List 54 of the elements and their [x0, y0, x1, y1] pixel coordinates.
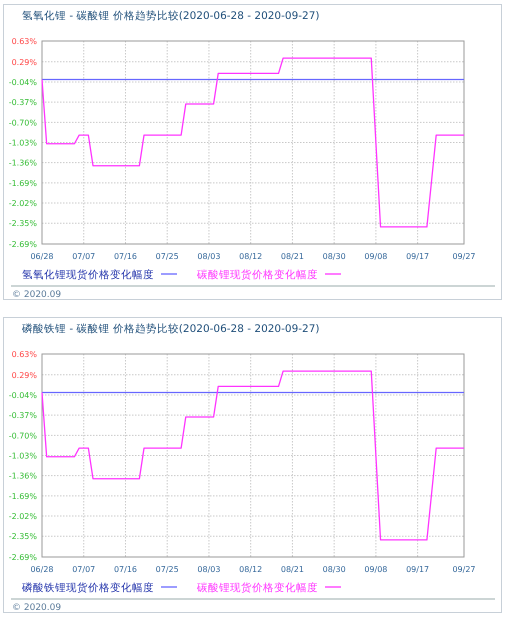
y-tick-label: -2.69%	[8, 240, 38, 249]
line-series	[41, 57, 465, 228]
x-tick-label: 08/12	[239, 252, 262, 261]
chart-title: 氢氧化锂 - 碳酸锂 价格趋势比较(2020-06-28 - 2020-09-27)	[22, 9, 320, 22]
x-tick-label: 08/03	[197, 252, 220, 261]
y-tick-label: -2.02%	[8, 199, 38, 208]
x-tick-label: 07/07	[72, 565, 96, 574]
text: © 2020.09	[12, 603, 62, 613]
x-tick-label: 08/30	[322, 565, 346, 574]
y-tick-label: -2.69%	[8, 553, 38, 562]
x-tick-label: 09/27	[452, 252, 476, 261]
y-tick-label: -0.70%	[8, 431, 38, 440]
legend-label: 氢氧化锂现货价格变化幅度	[22, 268, 154, 281]
text: © 2020.09	[12, 290, 62, 300]
y-tick-label: -1.36%	[8, 472, 38, 481]
x-tick-label: 09/08	[364, 252, 388, 261]
legend-label: 碳酸锂现货价格变化幅度	[196, 581, 318, 594]
x-tick-label: 07/16	[114, 565, 138, 574]
x-tick-label: 09/17	[406, 252, 430, 261]
x-tick-label: 09/27	[452, 565, 476, 574]
x-tick-label: 09/17	[406, 565, 430, 574]
line-series	[41, 370, 465, 541]
x-tick-label: 07/07	[72, 252, 96, 261]
y-tick-label: -2.35%	[8, 219, 38, 228]
y-tick-label: -2.02%	[8, 512, 38, 522]
x-tick-label: 09/08	[364, 565, 388, 574]
legend-label: 碳酸锂现货价格变化幅度	[196, 268, 318, 281]
y-tick-label: -0.37%	[8, 98, 38, 108]
y-tick-label: -2.35%	[8, 532, 38, 542]
y-tick-label: -1.03%	[8, 138, 38, 148]
x-tick-label: 08/12	[239, 565, 262, 574]
y-tick-label: 0.29%	[12, 58, 38, 67]
x-tick-label: 06/28	[30, 252, 54, 261]
y-tick-label: 0.63%	[12, 350, 38, 359]
x-tick-label: 07/25	[156, 252, 179, 261]
y-tick-label: -1.36%	[8, 158, 38, 168]
y-tick-label: -0.37%	[8, 411, 38, 420]
x-tick-label: 08/03	[197, 565, 220, 574]
y-tick-label: -1.03%	[8, 452, 38, 460]
x-tick-label: 07/16	[114, 252, 138, 261]
x-tick-label: 06/28	[30, 565, 54, 574]
chart-title: 磷酸铁锂 - 碳酸锂 价格趋势比较(2020-06-28 - 2020-09-27)	[21, 322, 320, 335]
y-tick-label: -1.69%	[8, 178, 38, 188]
y-tick-label: -0.04%	[8, 390, 38, 400]
x-tick-label: 08/30	[322, 252, 346, 261]
y-tick-label: 0.29%	[12, 370, 38, 380]
y-tick-label: -0.70%	[8, 118, 38, 128]
x-tick-label: 08/21	[280, 565, 304, 574]
y-tick-label: -1.69%	[8, 492, 38, 501]
y-tick-label: -0.04%	[8, 78, 38, 87]
x-tick-label: 07/25	[156, 565, 179, 574]
y-tick-label: 0.63%	[12, 37, 38, 46]
legend-label: 磷酸铁锂现货价格变化幅度	[21, 581, 154, 594]
x-tick-label: 08/21	[280, 252, 304, 261]
